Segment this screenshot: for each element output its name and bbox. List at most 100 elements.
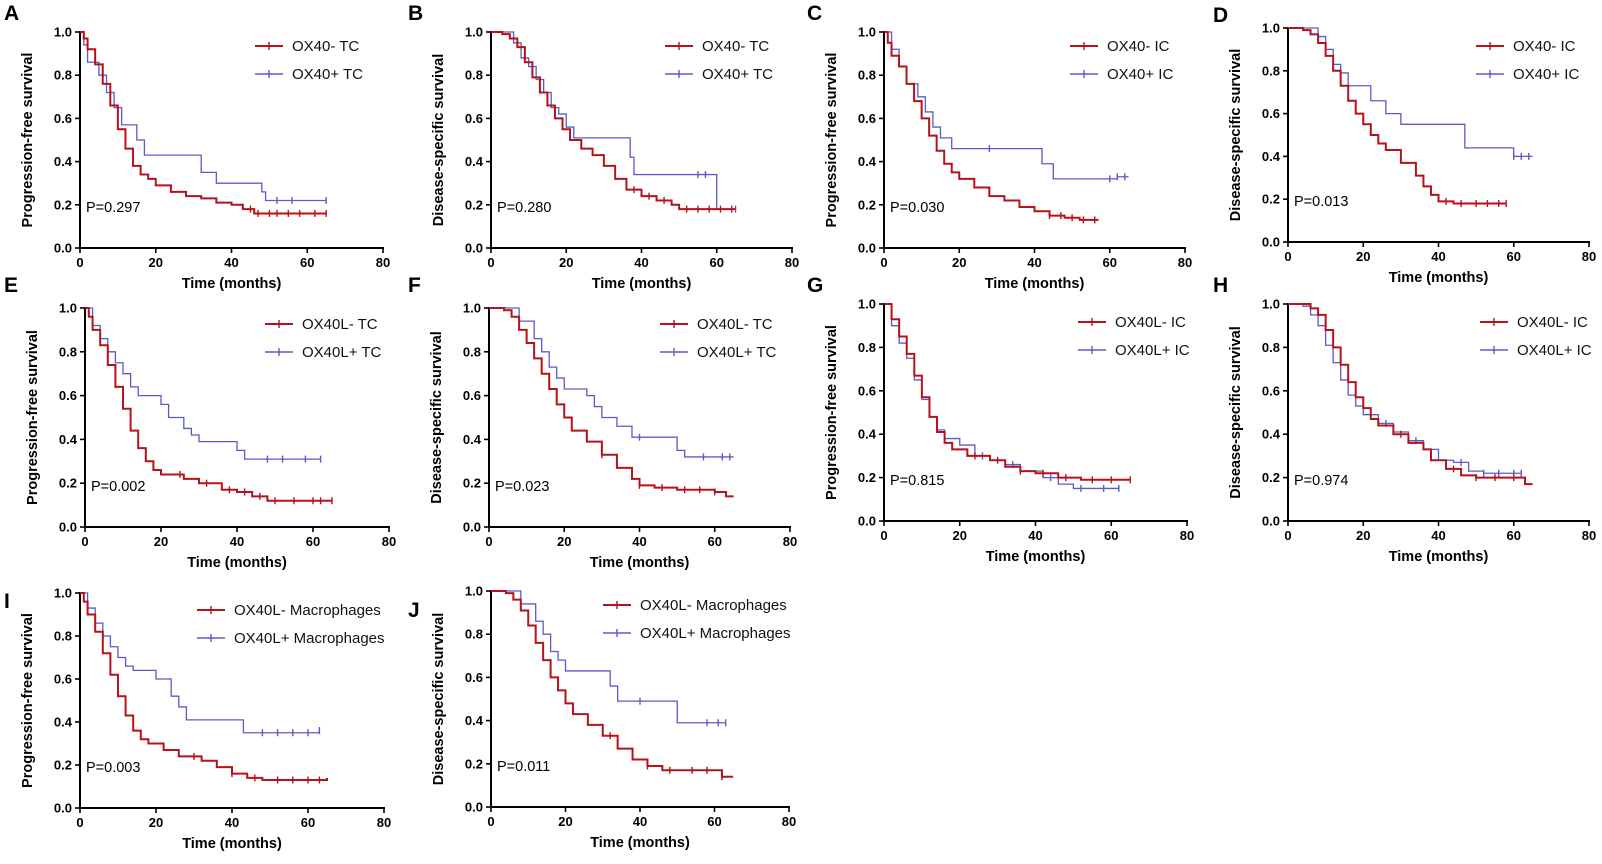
y-tick-label: 0.0 (858, 241, 876, 256)
x-axis-title: Time (months) (187, 555, 287, 571)
p-value: P=0.815 (890, 473, 944, 489)
survival-curve-positive (489, 307, 734, 458)
y-tick-label: 0.6 (1262, 383, 1280, 398)
y-tick-label: 0.2 (465, 197, 483, 212)
x-tick-label: 60 (1507, 249, 1521, 264)
panel-letter: J (408, 599, 420, 622)
panel-f: F 0 20 40 60 80 0.0 0.2 0.4 0.6 0.8 1.0 Time (months… (408, 274, 797, 571)
survival-curve-positive (80, 31, 327, 202)
x-axis-title: Time (months) (590, 555, 690, 571)
y-tick-label: 0.8 (54, 629, 72, 644)
legend-label-negative: OX40- TC (292, 38, 359, 55)
y-tick-label: 0.8 (858, 340, 876, 355)
x-tick-label: 20 (559, 255, 573, 270)
y-tick-label: 0.6 (858, 383, 876, 398)
legend-label-positive: OX40+ IC (1107, 66, 1173, 83)
x-tick-label: 0 (880, 255, 887, 270)
y-tick-label: 0.4 (54, 715, 73, 730)
y-tick-label: 0.6 (59, 388, 77, 403)
y-tick-label: 0.8 (1262, 63, 1280, 78)
y-tick-label: 1.0 (59, 301, 77, 316)
panel-e: E 0 20 40 60 80 0.0 0.2 0.4 0.6 0.8 1.0 Time (months… (4, 274, 396, 571)
y-tick-label: 0.0 (54, 241, 72, 256)
y-tick-label: 0.2 (463, 476, 481, 491)
x-tick-label: 60 (710, 255, 724, 270)
survival-curve-positive (1288, 303, 1522, 474)
x-tick-label: 60 (301, 815, 315, 830)
y-tick-label: 0.2 (59, 476, 77, 491)
legend-label-positive: OX40L+ IC (1517, 342, 1592, 359)
legend-label-positive: OX40L+ Macrophages (234, 630, 385, 647)
y-tick-label: 0.0 (858, 514, 876, 529)
y-axis-title: Progression-free survival (824, 53, 840, 228)
panel-letter: I (4, 590, 10, 613)
x-tick-label: 20 (1356, 249, 1370, 264)
y-axis-title: Disease-specific survival (1228, 326, 1244, 499)
x-tick-label: 40 (1027, 255, 1041, 270)
y-tick-label: 0.4 (858, 427, 877, 442)
x-tick-label: 80 (1582, 528, 1596, 543)
y-tick-label: 1.0 (1262, 297, 1280, 312)
y-tick-label: 0.4 (465, 154, 484, 169)
series-positive (491, 31, 737, 213)
survival-curve-negative (80, 592, 328, 782)
y-tick-label: 0.8 (1262, 340, 1280, 355)
p-value: P=0.297 (86, 200, 140, 216)
legend-label-negative: OX40L- IC (1517, 314, 1588, 331)
y-tick-label: 1.0 (858, 25, 876, 40)
survival-curve-positive (85, 307, 321, 460)
panel-letter: H (1213, 274, 1228, 297)
y-axis-title: Progression-free survival (824, 325, 840, 500)
survival-curve-negative (80, 31, 327, 215)
p-value: P=0.974 (1294, 473, 1348, 489)
y-tick-label: 1.0 (54, 25, 72, 40)
legend-label-positive: OX40L+ IC (1115, 342, 1190, 359)
series-positive (80, 31, 327, 204)
y-tick-label: 0.6 (858, 111, 876, 126)
y-axis-title: Progression-free survival (20, 613, 36, 788)
x-tick-label: 60 (1507, 528, 1521, 543)
series-negative (85, 307, 333, 505)
y-tick-label: 0.8 (59, 344, 77, 359)
y-tick-label: 0.6 (54, 672, 72, 687)
panel-letter: B (408, 2, 423, 25)
y-tick-label: 0.2 (1262, 470, 1280, 485)
x-tick-label: 80 (785, 255, 799, 270)
x-tick-label: 40 (633, 814, 647, 829)
y-axis-title: Progression-free survival (20, 53, 36, 228)
panel-letter: C (807, 2, 822, 25)
x-tick-label: 80 (382, 534, 396, 549)
x-tick-label: 0 (81, 534, 88, 549)
survival-curve-positive (80, 592, 321, 734)
y-tick-label: 0.4 (1262, 149, 1281, 164)
series-positive (85, 307, 322, 463)
panel-g: G 0 20 40 60 80 0.0 0.2 0.4 0.6 0.8 1.0 Time (months… (807, 274, 1194, 565)
legend-label-positive: OX40L+ Macrophages (640, 625, 791, 642)
x-axis-title: Time (months) (1389, 549, 1489, 565)
y-tick-label: 0.6 (465, 670, 483, 685)
p-value: P=0.003 (86, 760, 140, 776)
legend-label-positive: OX40L+ TC (697, 344, 777, 361)
legend-label-positive: OX40+ TC (292, 66, 363, 83)
panel-letter: D (1213, 4, 1228, 27)
y-tick-label: 0.0 (54, 801, 72, 816)
survival-curve-negative (884, 31, 1099, 221)
x-tick-label: 60 (1103, 255, 1117, 270)
survival-curve-positive (491, 31, 736, 210)
y-tick-label: 1.0 (1262, 21, 1280, 36)
p-value: P=0.280 (497, 200, 551, 216)
legend-label-negative: OX40L- TC (302, 316, 378, 333)
x-axis-title: Time (months) (986, 549, 1086, 565)
legend-label-negative: OX40L- IC (1115, 314, 1186, 331)
legend-label-positive: OX40L+ TC (302, 344, 382, 361)
legend-label-positive: OX40+ IC (1513, 66, 1579, 83)
x-tick-label: 60 (300, 255, 314, 270)
series-positive (1288, 303, 1522, 477)
x-tick-label: 0 (487, 255, 494, 270)
panel-i: I 0 20 40 60 80 0.0 0.2 0.4 0.6 0.8 1.0 Time (months… (4, 586, 391, 853)
x-tick-label: 40 (632, 534, 646, 549)
y-tick-label: 0.6 (54, 111, 72, 126)
x-tick-label: 60 (306, 534, 320, 549)
series-positive (491, 590, 727, 727)
series-negative (491, 31, 736, 213)
